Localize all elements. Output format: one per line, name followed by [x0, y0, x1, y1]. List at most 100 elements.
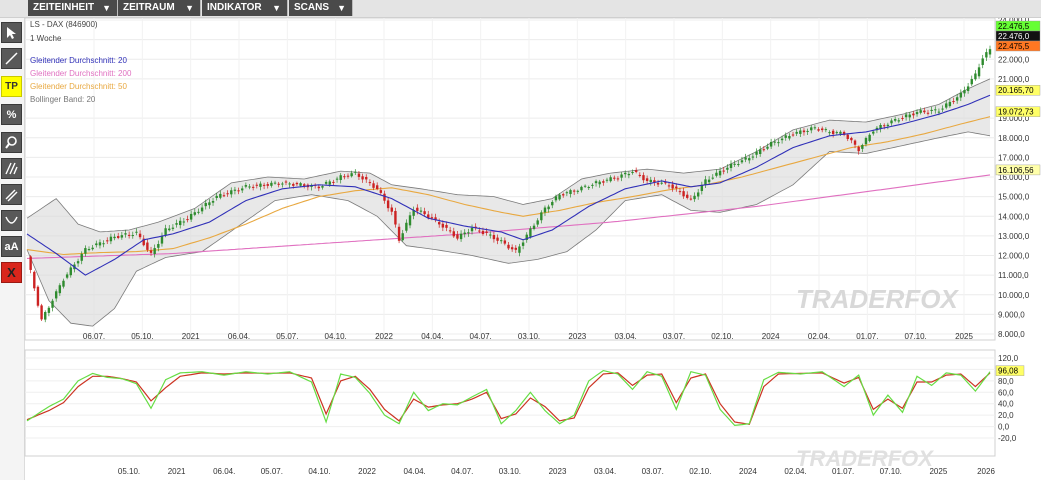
candle-body	[970, 79, 973, 85]
candle-body	[638, 174, 642, 176]
candle-body	[551, 201, 554, 206]
y-tick-label: 16.000,0	[998, 173, 1030, 182]
parallel-lines-tool[interactable]	[1, 184, 22, 205]
ma20-line	[26, 94, 991, 276]
legend-instrument: LS - DAX (846900)	[30, 20, 98, 29]
candle-body	[846, 134, 849, 139]
candle-body	[926, 112, 930, 114]
candle-body	[558, 194, 561, 200]
watermark: TRADERFOX	[796, 284, 959, 314]
chevron-down-icon: ▼	[337, 3, 346, 13]
arc-icon	[5, 216, 18, 224]
candle-body	[54, 291, 58, 299]
candle-body	[317, 186, 321, 189]
x-tick-label: 2022	[358, 467, 376, 476]
candle-body	[740, 160, 744, 163]
x-tick-label: 2024	[739, 467, 757, 476]
candle-body	[959, 92, 963, 98]
candle-body	[47, 307, 51, 313]
candle-body	[729, 163, 733, 169]
candle-body	[806, 130, 809, 132]
candle-body	[58, 285, 62, 294]
candle-body	[613, 177, 616, 179]
chart-area[interactable]: 24.000,023.000,022.000,021.000,019.000,0…	[24, 18, 1041, 480]
menu-zeitraum[interactable]: ZEITRAUM ▼	[118, 0, 201, 16]
candle-body	[222, 195, 226, 197]
candle-body	[168, 228, 171, 231]
candle-body	[496, 237, 499, 241]
x-tick-label: 2024	[762, 332, 780, 341]
x-tick-label: 02.10.	[711, 332, 733, 341]
price-tag-box	[995, 106, 1041, 117]
candle-body	[375, 185, 379, 190]
candle-body	[197, 211, 200, 213]
candle-body	[65, 274, 69, 278]
candle-body	[813, 127, 817, 129]
candle-body	[343, 176, 346, 178]
candle-body	[682, 191, 685, 197]
candle-body	[467, 232, 470, 234]
candle-body	[259, 183, 262, 187]
text-tool[interactable]: aA	[1, 236, 22, 257]
y-tick-label: 12.000,0	[998, 252, 1030, 261]
x-tick-label: 2026	[977, 467, 995, 476]
candle-body	[941, 108, 944, 110]
candle-body	[120, 235, 124, 238]
candle-body	[408, 215, 412, 226]
candle-body	[237, 190, 240, 192]
candle-body	[624, 172, 627, 175]
menu-zeitraum-label: ZEITRAUM	[123, 2, 175, 13]
menu-indikator[interactable]: INDIKATOR ▼	[202, 0, 288, 16]
candle-body	[656, 182, 660, 185]
candle-body	[40, 305, 43, 320]
candle-body	[423, 211, 426, 215]
arc-tool[interactable]	[1, 210, 22, 231]
candle-body	[51, 300, 54, 308]
delete-tool[interactable]: X	[1, 262, 22, 283]
oscillator-tag: 96,08	[998, 367, 1019, 376]
candle-body	[572, 190, 576, 192]
menu-scans[interactable]: SCANS ▼	[289, 0, 353, 16]
zoom-tool[interactable]	[1, 132, 22, 153]
y-tick-label: 18.000,0	[998, 134, 1030, 143]
menu-scans-label: SCANS	[294, 2, 330, 13]
candle-body	[758, 149, 762, 155]
fibonacci-tool[interactable]	[1, 158, 22, 179]
candle-body	[850, 137, 853, 141]
candle-body	[430, 217, 434, 219]
ma50-line	[26, 116, 991, 256]
candle-body	[919, 110, 922, 113]
y-tick-label: 10.000,0	[998, 291, 1030, 300]
candle-body	[211, 201, 215, 203]
candle-body	[109, 236, 113, 242]
candle-body	[769, 141, 773, 147]
y-tick-label: 11.000,0	[998, 271, 1029, 280]
trendline-tool[interactable]	[1, 48, 22, 69]
candle-body	[390, 207, 393, 212]
candle-body	[784, 135, 787, 138]
candle-body	[179, 220, 182, 226]
candle-body	[248, 186, 251, 188]
parallel-lines-icon	[5, 189, 18, 202]
candle-body	[718, 170, 722, 176]
chevron-down-icon: ▼	[272, 3, 281, 13]
price-tag: 22.475,5	[998, 42, 1030, 51]
percent-tool[interactable]: %	[1, 104, 22, 125]
candle-body	[883, 125, 886, 127]
candle-body	[540, 212, 543, 221]
candle-body	[44, 311, 47, 320]
candle-body	[383, 193, 386, 201]
candle-body	[200, 207, 204, 212]
oscillator-panel	[24, 349, 996, 457]
menu-zeiteinheit[interactable]: ZEITEINHEIT ▼	[28, 0, 118, 16]
candle-body	[966, 86, 970, 91]
candle-body	[587, 187, 590, 189]
legend-ma200: Gleitender Durchschnitt: 200	[30, 69, 132, 78]
pointer-tool[interactable]	[1, 22, 22, 43]
x-tick-label: 03.04.	[594, 467, 616, 476]
candle-body	[879, 124, 882, 130]
tp-tool[interactable]: TP	[1, 76, 22, 97]
candle-body	[441, 223, 445, 228]
candle-body	[91, 247, 94, 250]
chevron-down-icon: ▼	[185, 3, 194, 13]
